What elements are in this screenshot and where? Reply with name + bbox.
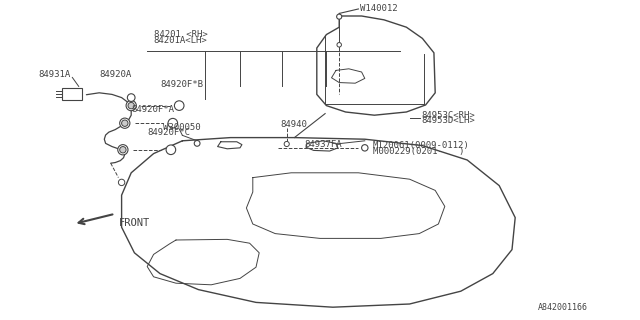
Text: 84953C<RH>: 84953C<RH> [421,111,475,120]
Text: 84920F*B: 84920F*B [160,80,203,89]
Text: W140012: W140012 [360,4,397,12]
Circle shape [128,102,134,109]
Circle shape [127,94,135,101]
Text: FRONT: FRONT [118,218,150,228]
Circle shape [284,141,289,147]
Text: 84201A<LH>: 84201A<LH> [154,36,207,45]
Circle shape [362,145,368,151]
Text: M000229(0201-   ): M000229(0201- ) [373,147,465,156]
Circle shape [166,145,176,155]
Circle shape [118,145,128,155]
Circle shape [118,179,125,186]
Circle shape [122,120,128,126]
Text: 84940: 84940 [280,120,307,129]
Text: 84920F*C: 84920F*C [147,128,190,137]
Text: 84937FA: 84937FA [304,140,342,149]
Circle shape [337,43,342,47]
Text: 84953D<LH>: 84953D<LH> [421,116,475,125]
Text: 84201 <RH>: 84201 <RH> [154,30,207,39]
Circle shape [174,101,184,110]
Circle shape [168,118,178,128]
Circle shape [126,100,136,111]
Text: W300050: W300050 [163,123,201,132]
Circle shape [120,118,130,128]
Text: 84931A: 84931A [38,70,70,79]
Text: 84920A: 84920A [99,70,131,79]
Circle shape [195,140,200,146]
Text: A842001166: A842001166 [538,303,588,312]
Text: M120061(0009-0112): M120061(0009-0112) [373,141,470,150]
FancyBboxPatch shape [61,88,82,100]
Circle shape [337,14,342,19]
Text: 84920F*A: 84920F*A [131,105,174,114]
Circle shape [120,147,126,153]
